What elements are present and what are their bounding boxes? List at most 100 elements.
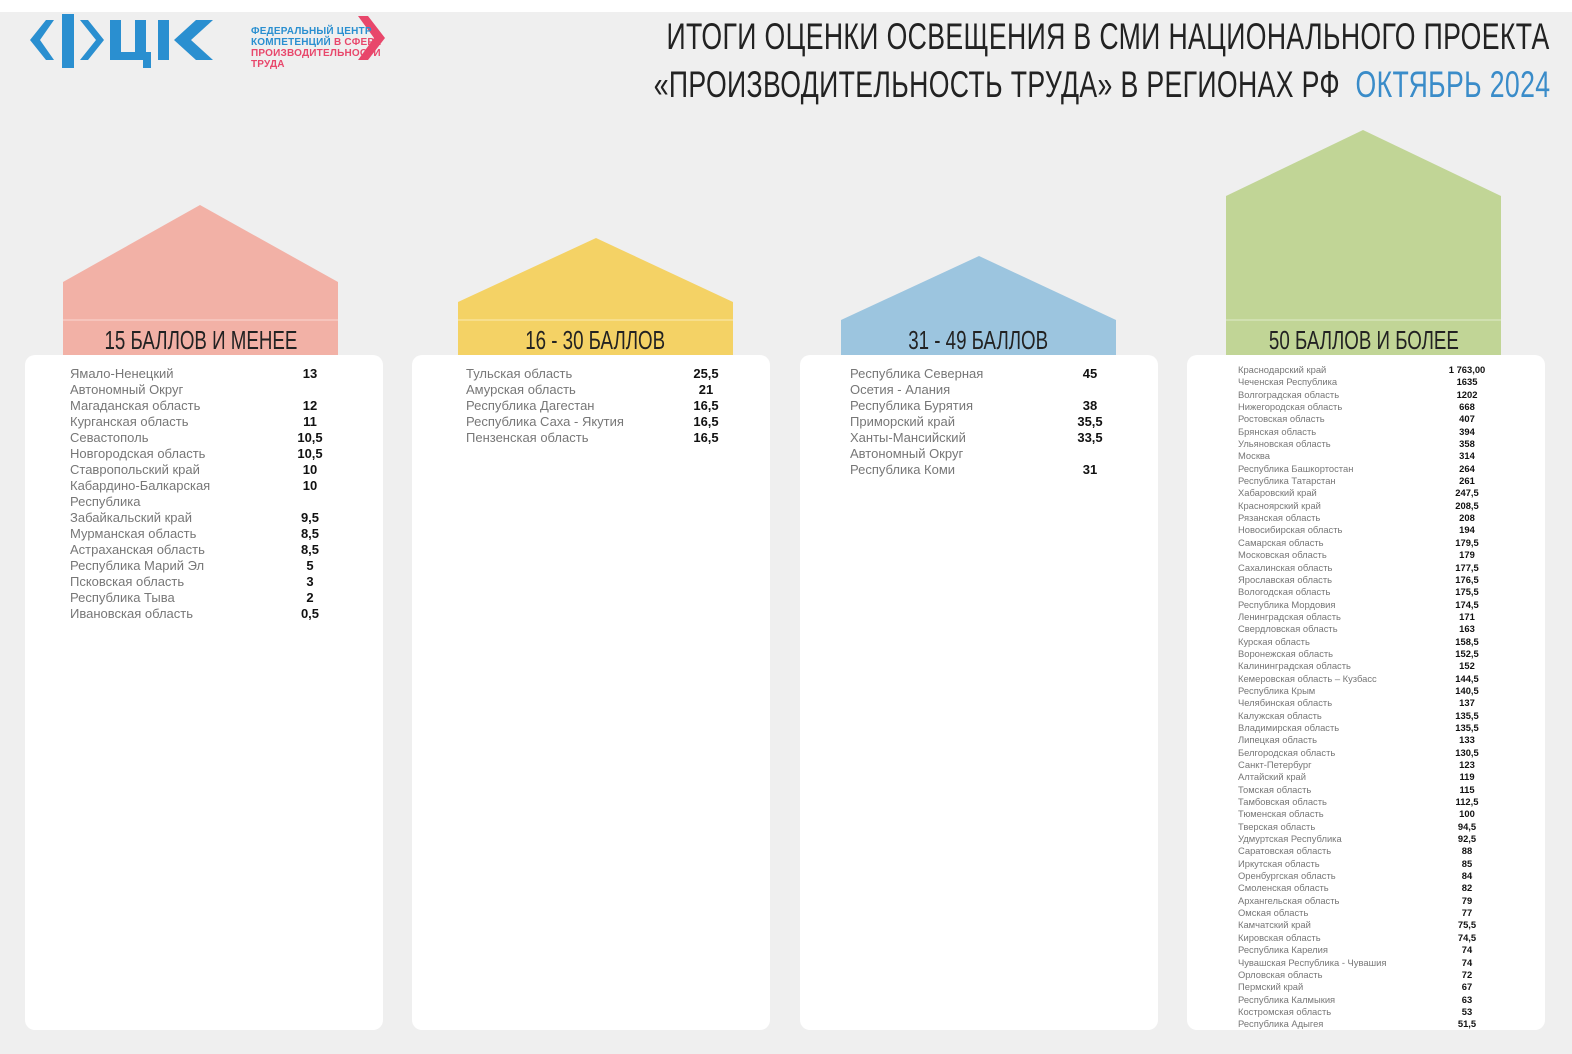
region-name: Республика Коми [850,462,956,477]
table-row: Краснодарский край 1 763,00 [1238,364,1506,376]
table-row: Хабаровский край 247,5 [1238,487,1506,499]
table-row: Псковская область 3 [70,574,350,590]
top-strip [0,0,1572,12]
table-row: Кабардино-Балкарская Республика 10 [70,478,350,510]
region-name: Ростовская область [1238,413,1325,425]
region-name: Нижегородская область [1238,401,1343,413]
region-score: 84 [1461,870,1473,882]
region-score: 10,5 [297,446,323,461]
region-list: Ямало-Ненецкий Автономный Округ 13 Магадан… [70,366,350,622]
region-name: Оренбургская область [1238,870,1336,882]
table-row: Тюменская область 100 [1238,808,1506,820]
region-score: 135,5 [1455,709,1479,721]
table-row: Ярославская область 176,5 [1238,574,1506,586]
region-name: Ульяновская область [1238,438,1331,450]
region-score: 261 [1459,475,1475,487]
region-list: Тульская область 25,5 Амурская область 21 Ре… [466,366,746,446]
region-name: Ярославская область [1238,573,1333,585]
region-name: Камчатский край [1238,919,1311,931]
region-score: 8,5 [300,526,320,541]
region-score: 33,5 [1077,430,1103,445]
region-name: Воронежская область [1238,647,1334,659]
region-name: Томская область [1238,783,1312,795]
table-row: Магаданская область 12 [70,398,350,414]
table-row: Республика Коми 31 [850,462,1130,478]
region-name: Калининградская область [1238,660,1351,672]
house-roof-2 [458,238,733,355]
region-name: Свердловская область [1238,623,1338,635]
table-row: Новосибирская область 194 [1238,524,1506,536]
region-name: Кемеровская область – Кузбасс [1238,672,1377,684]
table-row: Смоленская область 82 [1238,882,1506,894]
region-name: Краснодарский край [1238,364,1327,375]
region-score: 94,5 [1457,820,1477,832]
group-label-3: 31 - 49 БАЛЛОВ [908,325,1049,355]
table-row: Рязанская область 208 [1238,512,1506,524]
region-score: 100 [1459,808,1475,820]
region-score: 72 [1461,968,1473,980]
house-roof-3 [841,256,1116,355]
region-score: 668 [1459,401,1475,413]
table-row: Ивановская область 0,5 [70,606,350,622]
region-name: Республика Крым [1238,684,1316,696]
region-name: Республика Бурятия [850,398,974,413]
region-name: Волгоградская область [1238,388,1340,400]
table-row: Тамбовская область 112,5 [1238,796,1506,808]
table-row: Костромская область 53 [1238,1006,1506,1018]
region-name: Республика Тыва [70,590,175,605]
region-score: 9,5 [300,510,320,525]
region-score: 5 [306,558,314,573]
table-row: Ростовская область 407 [1238,413,1506,425]
region-name: Ханты-Мансийский Автономный Округ [850,430,966,461]
region-score: 3 [306,574,314,589]
region-score: 45 [1082,366,1098,381]
region-name: Москва [1238,450,1271,462]
region-score: 112,5 [1455,796,1479,808]
region-name: Тульская область [466,366,573,381]
region-score: 74 [1461,956,1473,968]
region-name: Амурская область [466,382,576,397]
table-row: Приморский край 35,5 [850,414,1130,430]
region-score: 0,5 [300,606,320,621]
region-name: Республика Мордовия [1238,598,1336,610]
table-row: Сахалинская область 177,5 [1238,562,1506,574]
region-name: Севастополь [70,430,149,445]
table-row: Удмуртская Республика 92,5 [1238,833,1506,845]
region-name: Новгородская область [70,446,206,461]
region-name: Брянская область [1238,425,1317,437]
region-name: Курганская область [70,414,189,429]
region-list: Краснодарский край 1 763,00 Чеченская Респ… [1238,364,1506,1031]
table-row: Свердловская область 163 [1238,623,1506,635]
table-row: Пермский край 67 [1238,981,1506,993]
region-name: Смоленская область [1238,882,1329,894]
region-name: Санкт-Петербург [1238,759,1312,770]
region-name: Саратовская область [1238,845,1332,857]
period-label: ОКТЯБРЬ 2024 [1355,64,1550,105]
table-row: Ленинградская область 171 [1238,611,1506,623]
region-name: Вологодская область [1238,586,1331,598]
logo: ФЕДЕРАЛЬНЫЙ ЦЕНТР КОМПЕТЕНЦИЙ В СФЕРЕ ПР… [28,12,398,72]
table-row: Кемеровская область – Кузбасс 144,5 [1238,673,1506,685]
region-score: 1 763,00 [1448,364,1486,375]
region-name: Ивановская область [70,606,193,621]
region-name: Тамбовская область [1238,796,1327,808]
table-row: Республика Тыва 2 [70,590,350,606]
region-score: 208 [1459,512,1475,524]
group-card-2: Тульская область 25,5 Амурская область 21 Ре… [412,355,770,1030]
region-score: 2 [306,590,314,605]
region-score: 10,5 [297,430,323,445]
region-name: Белгородская область [1238,746,1336,758]
region-score: 247,5 [1455,487,1479,499]
house-roof-4 [1226,130,1501,355]
region-name: Удмуртская Республика [1238,833,1342,845]
region-score: 82 [1461,882,1473,894]
table-row: Республика Адыгея 51,5 [1238,1018,1506,1030]
region-name: Республика Татарстан [1238,475,1336,487]
table-row: Самарская область 179,5 [1238,537,1506,549]
region-score: 16,5 [693,398,719,413]
table-row: Амурская область 21 [466,382,746,398]
region-name: Ямало-Ненецкий Автономный Округ [70,366,184,397]
table-row: Тверская область 94,5 [1238,821,1506,833]
table-row: Орловская область 72 [1238,969,1506,981]
region-name: Пензенская область [466,430,589,445]
